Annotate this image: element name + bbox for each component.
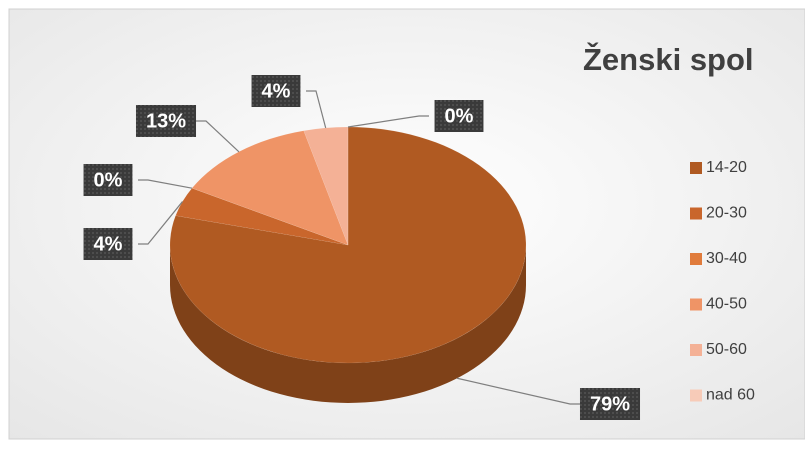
legend-swatch [690,298,702,311]
leader-line [196,120,240,153]
leader-line [138,201,183,245]
data-label-box [83,164,133,196]
leader-line [456,377,580,405]
legend-label: 20-30 [706,205,747,222]
data-label-box [579,388,641,420]
data-label-box [434,100,484,132]
data-label: 4% [94,233,123,255]
legend-swatch [690,344,702,356]
legend-swatch [690,162,702,174]
data-label: 79% [590,393,630,415]
legend-label: 50-60 [706,341,747,358]
data-label: 4% [262,80,291,102]
slice-side [170,245,526,403]
data-label: 0% [94,169,123,191]
legend-label: 40-50 [706,296,747,313]
data-label-box [251,75,301,107]
data-label-box [83,228,133,260]
chart-title: Ženski spol [583,41,754,77]
slice [169,126,527,364]
legend-label: nad 60 [706,387,755,404]
leader-line [306,90,327,129]
data-label-box [135,105,197,137]
data-label: 0% [445,105,474,127]
leader-line [138,179,193,189]
slice [303,126,349,246]
legend-swatch [690,253,702,265]
data-label: 13% [146,110,186,132]
leader-line [347,115,429,128]
legend-label: 14-20 [706,159,747,176]
legend-swatch [690,389,702,402]
legend-swatch [690,207,702,220]
legend-label: 30-40 [706,250,747,267]
